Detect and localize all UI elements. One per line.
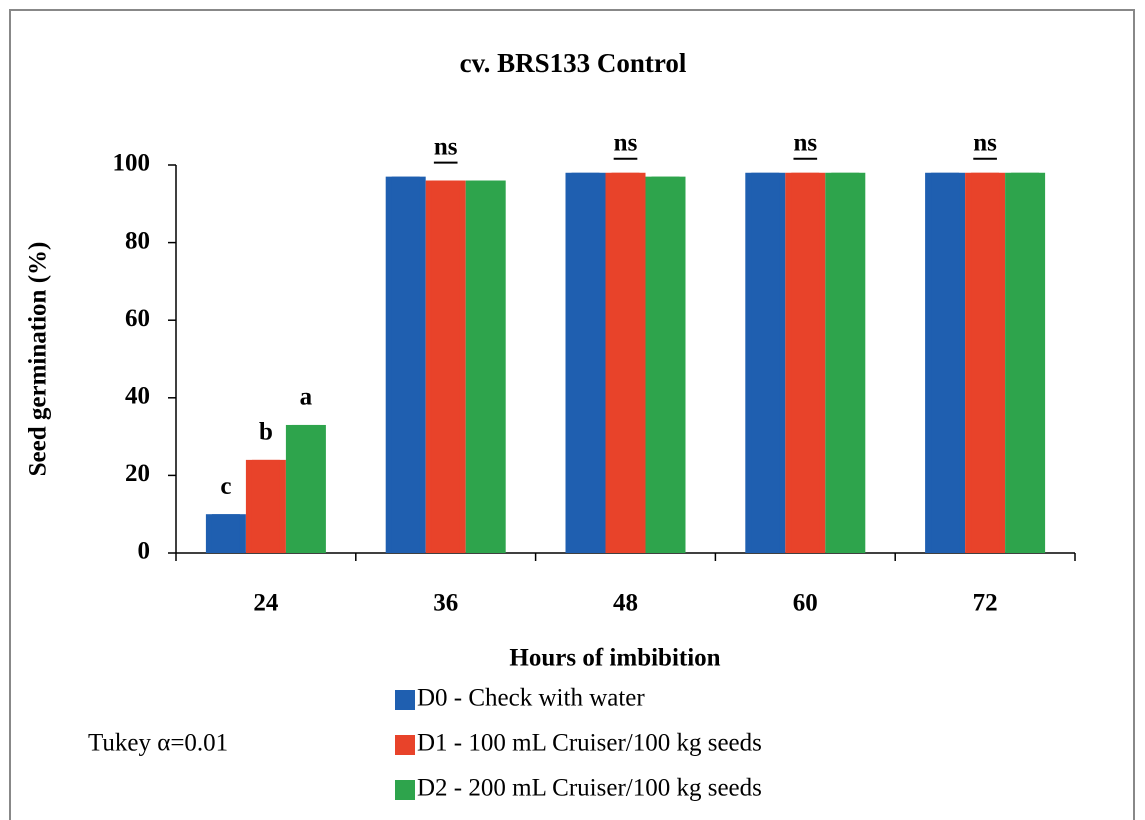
bar-highlight: [1011, 172, 1040, 553]
legend-label: D1 - 100 mL Cruiser/100 kg seeds: [417, 730, 762, 757]
bar-highlight: [471, 180, 500, 553]
bar-highlight: [651, 176, 680, 553]
data-label: a: [300, 384, 313, 411]
y-tick-label: 80: [125, 227, 150, 254]
bar-highlight: [611, 172, 640, 553]
y-tick-label: 100: [113, 150, 151, 177]
y-tick-label: 0: [138, 538, 151, 565]
group-label: ns: [793, 129, 817, 156]
bar-highlight: [291, 424, 320, 553]
bar-highlight: [831, 172, 860, 553]
legend-label: D0 - Check with water: [417, 685, 645, 712]
bar-highlight: [391, 176, 420, 553]
x-tick-label: 36: [433, 590, 458, 617]
group-label: ns: [614, 129, 638, 156]
bar-highlight: [571, 172, 600, 553]
legend-swatch-highlight: [399, 780, 411, 800]
note: Tukey α=0.01: [88, 730, 228, 757]
legend-label: D2 - 200 mL Cruiser/100 kg seeds: [417, 775, 762, 802]
y-axis-label: Seed germination (%): [25, 242, 52, 477]
bar-highlight: [211, 514, 240, 553]
y-tick-label: 20: [125, 460, 150, 487]
x-tick-label: 24: [253, 590, 279, 617]
chart-title: cv. BRS133 Control: [460, 48, 687, 78]
legend-swatch-highlight: [399, 690, 411, 710]
x-axis-label: Hours of imbibition: [509, 645, 720, 672]
x-tick-label: 72: [973, 590, 998, 617]
group-label: ns: [973, 129, 997, 156]
bar-highlight: [791, 172, 820, 553]
y-tick-label: 40: [125, 383, 150, 410]
bar-highlight: [971, 172, 1000, 553]
bar-highlight: [431, 180, 460, 553]
group-label: ns: [434, 133, 458, 160]
legend-swatch-highlight: [399, 735, 411, 755]
y-tick-label: 60: [125, 305, 150, 332]
x-tick-label: 48: [613, 590, 638, 617]
data-label: c: [220, 473, 231, 500]
x-tick-label: 60: [793, 590, 818, 617]
bar-highlight: [751, 172, 780, 553]
bar-highlight: [251, 459, 280, 553]
bar-highlight: [931, 172, 960, 553]
data-label: b: [259, 419, 273, 446]
